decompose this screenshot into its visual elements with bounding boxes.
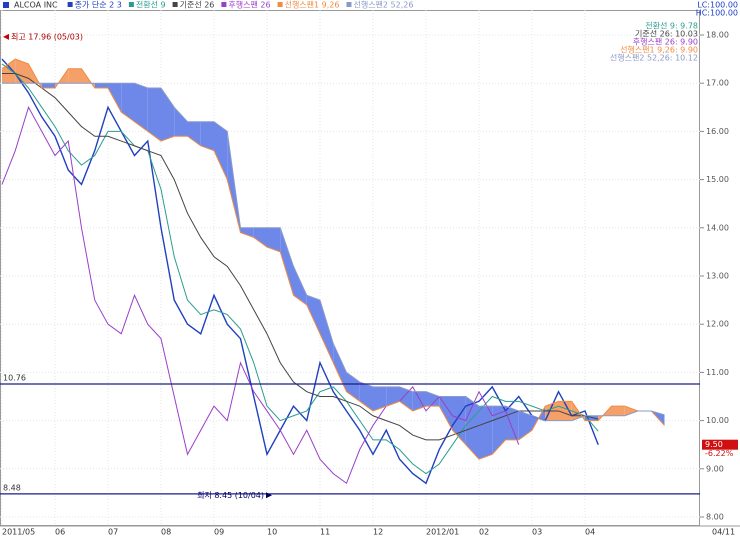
last-price-label: 9.50 xyxy=(705,440,723,449)
cloud-segment xyxy=(121,83,135,122)
cloud-segment xyxy=(200,121,214,151)
cloud-segment xyxy=(187,121,201,146)
summary-line: 전환선 9: 9.78 xyxy=(645,21,698,31)
cloud-segment xyxy=(94,83,108,89)
last-price-box xyxy=(702,439,738,450)
cloud-segment xyxy=(492,406,506,455)
cloud-segment xyxy=(280,227,294,296)
y-tick-label: 13.00 xyxy=(706,272,729,281)
cloud-segment xyxy=(558,401,572,421)
cloud-segment xyxy=(2,59,16,84)
reference-label: 8.48 xyxy=(3,483,21,492)
cloud-segment xyxy=(68,68,82,84)
summary-line: 기준선 26: 10.03 xyxy=(635,30,698,39)
summary-line: 선행스팬2 52,26: 10.12 xyxy=(610,53,698,63)
legend-swatch xyxy=(128,2,134,7)
cloud-segment xyxy=(373,386,387,411)
y-tick-label: 11.00 xyxy=(706,368,729,377)
cloud-segment xyxy=(240,227,254,238)
summary-line: 후행스팬 26: 9.90 xyxy=(633,37,698,47)
x-tick-label: 12 xyxy=(373,528,383,537)
cloud-segment xyxy=(426,391,440,407)
summary-line: 선행스팬1 9,26: 9.90 xyxy=(620,45,698,55)
y-tick-label: 9.00 xyxy=(706,464,724,473)
legend-entry: 선행스팬1 9,26 xyxy=(285,0,340,10)
x-tick-label: 2011/05 xyxy=(2,528,35,537)
low-annotation: 최저 8.45 (10/04) xyxy=(197,490,264,500)
cloud-segment xyxy=(479,406,493,460)
legend-entry: 전환선 9 xyxy=(136,0,166,10)
cloud-segment xyxy=(41,83,55,89)
high-marker xyxy=(3,33,9,40)
cloud-segment xyxy=(320,300,334,363)
chart-title: ALCOA INC xyxy=(14,1,58,10)
cloud-segment xyxy=(147,88,161,142)
cloud-segment xyxy=(399,386,413,411)
title-box xyxy=(3,2,9,8)
series-line xyxy=(2,73,599,441)
y-tick-label: 16.00 xyxy=(706,127,729,136)
x-tick-label: 06 xyxy=(55,528,65,537)
cloud-segment xyxy=(174,107,188,137)
cloud-segment xyxy=(214,121,228,180)
x-tick-label: 04 xyxy=(585,528,595,537)
legend-swatch xyxy=(346,2,352,7)
corner-label: HC:100.00 xyxy=(696,9,738,18)
cloud-segment xyxy=(306,295,320,334)
y-tick-label: 8.00 xyxy=(706,513,724,522)
cloud-segment xyxy=(293,266,307,305)
cloud-segment xyxy=(611,406,625,416)
x-tick-label: 02 xyxy=(479,528,489,537)
cloud-segment xyxy=(134,83,148,132)
cloud-segment xyxy=(108,83,122,113)
cloud-segment xyxy=(452,396,466,445)
y-tick-label: 15.00 xyxy=(706,175,729,184)
legend-entry: 기준선 26 xyxy=(180,1,215,10)
cloud-segment xyxy=(161,88,175,142)
cloud-segment xyxy=(439,396,453,431)
legend-swatch xyxy=(172,2,178,7)
y-tick-label: 12.00 xyxy=(706,320,729,329)
series-line xyxy=(1,106,520,485)
legend-swatch xyxy=(67,2,73,7)
x-tick-label: 10 xyxy=(267,528,277,537)
legend-entry: 후행스팬 26 xyxy=(228,0,270,10)
legend-swatch xyxy=(221,2,227,7)
x-tick-label: 03 xyxy=(532,528,542,537)
legend-entry: 종가 단순 2 3 xyxy=(75,0,122,10)
low-marker xyxy=(266,492,272,499)
x-tick-label: 07 xyxy=(108,528,118,537)
legend-swatch xyxy=(277,2,283,7)
reference-label: 10.76 xyxy=(3,373,26,382)
y-tick-label: 14.00 xyxy=(706,223,729,232)
x-tick-label: 2012/01 xyxy=(426,528,459,537)
cloud-segment xyxy=(624,406,638,416)
corner-label: LC:100.00 xyxy=(697,1,738,10)
cloud-segment xyxy=(386,386,400,407)
cloud-segment xyxy=(267,227,281,252)
legend-entry: 선행스팬2 52,26 xyxy=(353,0,413,10)
x-tick-label: 08 xyxy=(161,528,171,537)
series-line xyxy=(2,82,665,422)
cloud-segment xyxy=(333,343,347,392)
x-tick-label: 09 xyxy=(214,528,224,537)
y-tick-label: 18.00 xyxy=(706,31,729,40)
y-tick-label: 17.00 xyxy=(706,79,729,88)
series-line xyxy=(1,63,599,475)
x-tick-label: 11 xyxy=(320,528,330,537)
x-end-label: 04/11 xyxy=(712,528,735,537)
y-tick-label: 10.00 xyxy=(706,416,729,425)
cloud-segment xyxy=(253,227,267,248)
change-label: -6.22% xyxy=(705,449,734,458)
cloud-segment xyxy=(412,391,426,411)
series-line xyxy=(1,58,665,460)
high-annotation: 최고 17.96 (05/03) xyxy=(11,31,83,41)
